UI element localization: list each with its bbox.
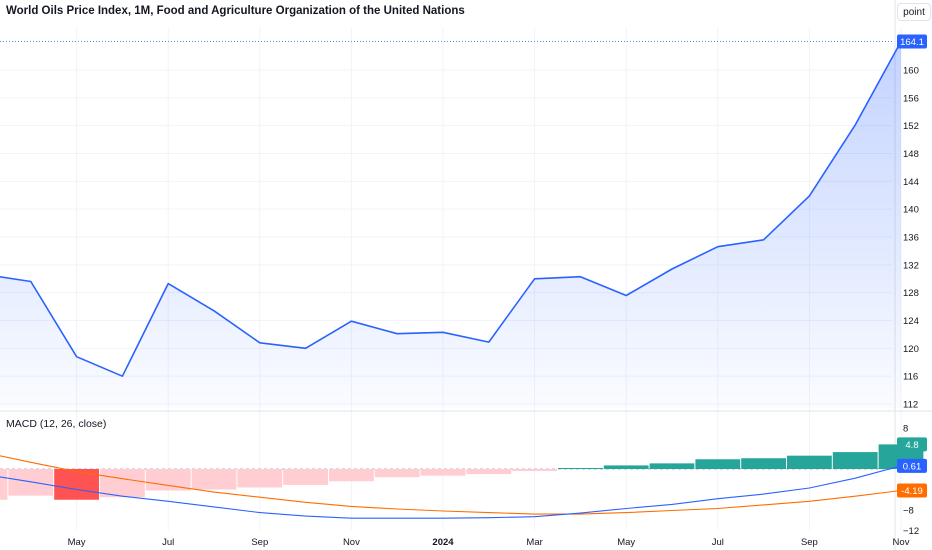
macd-histogram-bar (558, 467, 603, 469)
price-axis-tick-label: 136 (903, 233, 919, 244)
histogram-value-badge (897, 437, 927, 452)
macd-line (0, 465, 902, 519)
price-axis-tick-label: 144 (903, 177, 919, 188)
macd-histogram-bar (787, 455, 832, 469)
price-axis-tick-label: 152 (903, 121, 919, 132)
macd-histogram-bar (466, 469, 512, 475)
last-price-badge (897, 34, 927, 49)
macd-histogram-bar (603, 465, 649, 469)
macd-histogram-bar (832, 452, 878, 469)
macd-histogram-bar (0, 469, 8, 500)
price-axis-tick-label: 124 (903, 316, 919, 327)
macd-histogram-bar (145, 469, 191, 491)
macd-histogram-bar (191, 469, 237, 490)
price-axis-tick-label: 132 (903, 260, 919, 271)
macd-value-badge-label: 0.61 (903, 461, 922, 472)
price-axis-tick-label: 160 (903, 66, 919, 77)
macd-histogram-bar (100, 469, 145, 498)
macd-histogram-bar (283, 469, 328, 485)
macd-histogram-bar (237, 469, 283, 488)
price-axis-tick-label: 156 (903, 93, 919, 104)
x-axis-tick-label: Mar (526, 537, 542, 548)
x-axis-tick-label: Nov (893, 537, 910, 548)
price-axis-tick-label: 120 (903, 344, 919, 355)
x-axis-tick-label: Jul (162, 537, 174, 548)
x-axis-tick-label: Nov (343, 537, 360, 548)
macd-value-badge (897, 458, 927, 473)
x-axis-tick-label: Jul (712, 537, 724, 548)
unit-button[interactable]: point (897, 3, 931, 21)
macd-pane-title: MACD (12, 26, close) (6, 418, 107, 430)
histogram-value-badge-label: 4.8 (905, 440, 918, 451)
signal-value-badge-label: -4.19 (901, 486, 923, 497)
macd-axis-tick-label: −8 (903, 506, 914, 517)
x-axis-tick-label: Sep (251, 537, 268, 548)
price-axis-tick-label: 128 (903, 288, 919, 299)
price-area-fill (0, 41, 901, 408)
macd-histogram-bar (741, 458, 786, 469)
signal-value-badge (897, 483, 927, 498)
price-axis-tick-label: 116 (903, 372, 918, 383)
x-axis-tick-label: Sep (801, 537, 818, 548)
price-axis-tick-label: 148 (903, 149, 919, 160)
macd-histogram-bar (512, 469, 557, 472)
price-line (0, 41, 902, 377)
macd-histogram-bar (649, 463, 695, 469)
macd-histogram-bar (374, 469, 420, 478)
macd-histogram-bar (420, 469, 466, 476)
x-axis-tick-label: May (68, 537, 86, 548)
macd-histogram-bar (695, 459, 741, 469)
macd-signal-line (0, 455, 902, 515)
x-axis-tick-label: 2024 (432, 537, 454, 548)
last-price-label: 164.1 (900, 37, 924, 48)
x-axis-tick-label: May (617, 537, 635, 548)
price-axis-tick-label: 112 (903, 400, 918, 411)
macd-histogram-bar (329, 469, 374, 482)
macd-axis-tick-label: 8 (903, 424, 908, 435)
macd-axis-tick-label: −12 (903, 526, 919, 537)
price-axis-tick-label: 140 (903, 205, 919, 216)
chart-title: World Oils Price Index, 1M, Food and Agr… (6, 5, 465, 17)
